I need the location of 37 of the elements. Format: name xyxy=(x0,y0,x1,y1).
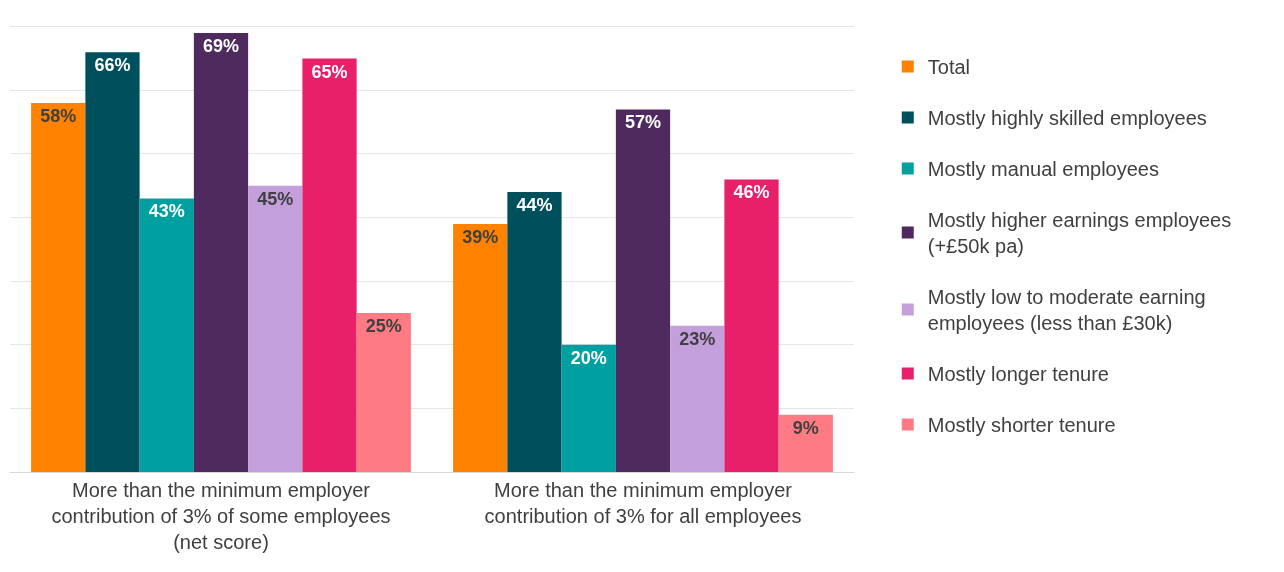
bar xyxy=(139,198,194,472)
data-label: 65% xyxy=(311,61,348,82)
data-label: 25% xyxy=(365,315,402,336)
bar xyxy=(724,179,779,472)
legend-label: Mostly highly skilled employees xyxy=(927,107,1207,130)
bar xyxy=(193,33,249,472)
legend-label: Mostly manual employees xyxy=(927,158,1159,181)
data-label: 20% xyxy=(570,347,607,368)
bar xyxy=(248,185,303,472)
legend-label: Mostly higher earnings employees (+£50k pa) xyxy=(927,209,1232,258)
data-label: 66% xyxy=(94,55,131,76)
data-label: 9% xyxy=(792,417,819,438)
bar xyxy=(670,325,725,472)
data-label: 39% xyxy=(462,226,499,247)
data-label: 43% xyxy=(148,201,185,222)
data-label: 58% xyxy=(40,106,77,127)
bar xyxy=(453,223,508,472)
legend-label: Mostly shorter tenure xyxy=(927,414,1116,437)
data-label: 69% xyxy=(202,36,240,57)
data-label: 46% xyxy=(733,182,770,203)
data-label: 23% xyxy=(679,328,716,349)
legend-label: Total xyxy=(927,56,971,79)
bar xyxy=(615,109,671,472)
x-tick-label: More than the minimum employer contribution of 3% of some employees (net score) xyxy=(51,479,391,553)
bar xyxy=(507,192,562,472)
bar xyxy=(302,58,357,472)
legend-label: Mostly low to moderate earning employees (less than £30k) xyxy=(927,286,1206,335)
x-tick-label: More than the minimum employer contribution of 3% for all employees xyxy=(484,479,802,527)
bar xyxy=(561,344,616,472)
legend-label: Mostly longer tenure xyxy=(927,363,1109,386)
data-label: 44% xyxy=(516,195,553,216)
bar xyxy=(31,103,86,472)
bar xyxy=(356,312,411,472)
data-label: 45% xyxy=(257,188,294,209)
data-label: 57% xyxy=(624,112,662,133)
bar xyxy=(778,414,833,472)
bar xyxy=(85,52,140,472)
